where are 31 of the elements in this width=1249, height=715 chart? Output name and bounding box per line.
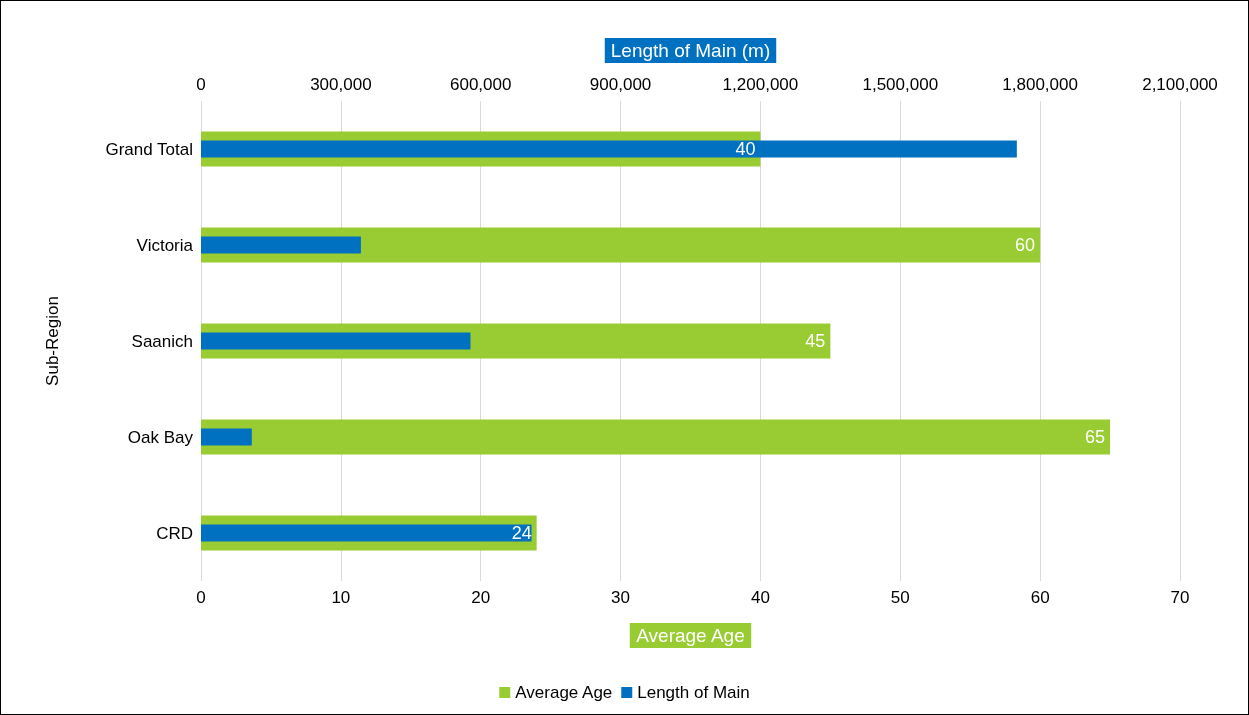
x2-tick-label: 300,000	[310, 75, 372, 94]
x-tick-label: 60	[1030, 588, 1050, 607]
x-tick-label: 40	[750, 588, 770, 607]
x-axis-title: Average Age	[636, 625, 745, 646]
x2-tick-label: 2,100,000	[1142, 75, 1218, 94]
y-tick-label: Oak Bay	[127, 427, 194, 447]
legend-label: Length of Main	[637, 683, 750, 702]
x-tick-label: 20	[471, 588, 491, 607]
x2-tick-label: 1,200,000	[722, 75, 799, 94]
x2-tick-label: 1,800,000	[1002, 75, 1078, 94]
y-tick-label: Victoria	[136, 235, 194, 255]
y-tick-label: CRD	[156, 523, 193, 543]
y-tick-label: Saanich	[131, 331, 193, 351]
x2-tick-label: 0	[196, 75, 206, 94]
x-tick-label: 0	[196, 588, 206, 607]
x-tick-label: 70	[1170, 588, 1190, 607]
x2-axis-title: Length of Main (m)	[610, 40, 771, 61]
x2-tick-label: 900,000	[589, 75, 652, 94]
data-label: 65	[1085, 427, 1106, 447]
x2-tick-label: 600,000	[449, 75, 512, 94]
x-tick-label: 10	[331, 588, 351, 607]
legend-label: Average Age	[515, 683, 613, 702]
y-axis-title: Sub-Region	[43, 296, 62, 386]
x-tick-label: 30	[611, 588, 631, 607]
data-label: 40	[735, 139, 756, 159]
data-label: 45	[805, 331, 826, 351]
y-tick-label: Grand Total	[105, 139, 193, 159]
data-label: 60	[1015, 235, 1036, 255]
x-tick-label: 50	[890, 588, 910, 607]
x2-tick-label: 1,500,000	[862, 75, 939, 94]
data-label: 24	[511, 523, 532, 543]
